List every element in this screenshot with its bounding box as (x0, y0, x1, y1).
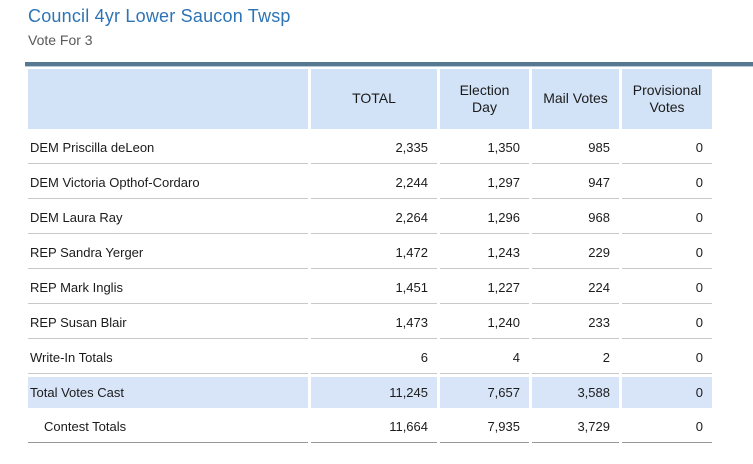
vote-count-cell: 0 (622, 411, 712, 443)
column-header-blank (28, 69, 308, 129)
vote-count-cell: 1,451 (311, 272, 437, 304)
vote-count-cell: 0 (622, 307, 712, 339)
row-label-cell: Contest Totals (28, 411, 308, 443)
column-header-election-day: Election Day (440, 69, 529, 129)
table-row: DEM Priscilla deLeon 2,335 1,350 985 0 (28, 132, 712, 164)
vote-count-cell: 2,244 (311, 167, 437, 199)
results-body: DEM Priscilla deLeon 2,335 1,350 985 0 DEM Vi… (28, 132, 712, 443)
vote-count-cell: 1,296 (440, 202, 529, 234)
vote-count-cell: 2,264 (311, 202, 437, 234)
vote-count-cell: 0 (622, 132, 712, 164)
row-label-cell: REP Mark Inglis (28, 272, 308, 304)
vote-count-cell: 0 (622, 377, 712, 408)
column-header-mail-votes: Mail Votes (532, 69, 619, 129)
vote-count-cell: 947 (532, 167, 619, 199)
vote-count-cell: 1,227 (440, 272, 529, 304)
row-label-cell: DEM Laura Ray (28, 202, 308, 234)
header-rule (25, 62, 753, 67)
table-row: REP Sandra Yerger 1,472 1,243 229 0 (28, 237, 712, 269)
vote-count-cell: 968 (532, 202, 619, 234)
row-label-cell: DEM Victoria Opthof-Cordaro (28, 167, 308, 199)
vote-count-cell: 11,245 (311, 377, 437, 408)
vote-count-cell: 0 (622, 202, 712, 234)
table-row: DEM Victoria Opthof-Cordaro 2,244 1,297 947… (28, 167, 712, 199)
vote-count-cell: 1,243 (440, 237, 529, 269)
column-header-total: TOTAL (311, 69, 437, 129)
vote-count-cell: 0 (622, 342, 712, 374)
vote-count-cell: 233 (532, 307, 619, 339)
vote-count-cell: 1,240 (440, 307, 529, 339)
vote-count-cell: 7,657 (440, 377, 529, 408)
vote-count-cell: 0 (622, 272, 712, 304)
column-header-provisional-votes: Provisional Votes (622, 69, 712, 129)
vote-count-cell: 2 (532, 342, 619, 374)
results-table: TOTAL Election Day Mail Votes Provisiona… (25, 66, 715, 446)
vote-count-cell: 3,588 (532, 377, 619, 408)
vote-count-cell: 224 (532, 272, 619, 304)
vote-count-cell: 4 (440, 342, 529, 374)
table-row: DEM Laura Ray 2,264 1,296 968 0 (28, 202, 712, 234)
vote-count-cell: 1,473 (311, 307, 437, 339)
vote-count-cell: 3,729 (532, 411, 619, 443)
vote-count-cell: 985 (532, 132, 619, 164)
table-row: Write-In Totals 6 4 2 0 (28, 342, 712, 374)
row-label-cell: Write-In Totals (28, 342, 308, 374)
table-row: REP Susan Blair 1,473 1,240 233 0 (28, 307, 712, 339)
page-title: Council 4yr Lower Saucon Twsp (28, 6, 291, 26)
vote-count-cell: 1,472 (311, 237, 437, 269)
vote-count-cell: 7,935 (440, 411, 529, 443)
row-label-cell: REP Susan Blair (28, 307, 308, 339)
vote-count-cell: 0 (622, 237, 712, 269)
vote-count-cell: 1,350 (440, 132, 529, 164)
header-row: TOTAL Election Day Mail Votes Provisiona… (28, 69, 712, 129)
vote-count-cell: 229 (532, 237, 619, 269)
row-label-cell: Total Votes Cast (28, 377, 308, 408)
vote-count-cell: 0 (622, 167, 712, 199)
vote-count-cell: 11,664 (311, 411, 437, 443)
contest-row: Contest Totals 11,664 7,935 3,729 0 (28, 411, 712, 443)
vote-count-cell: 6 (311, 342, 437, 374)
total-row: Total Votes Cast 11,245 7,657 3,588 0 (28, 377, 712, 408)
table-row: REP Mark Inglis 1,451 1,227 224 0 (28, 272, 712, 304)
vote-for-subtitle: Vote For 3 (28, 32, 93, 48)
vote-count-cell: 2,335 (311, 132, 437, 164)
row-label-cell: DEM Priscilla deLeon (28, 132, 308, 164)
row-label-cell: REP Sandra Yerger (28, 237, 308, 269)
vote-count-cell: 1,297 (440, 167, 529, 199)
